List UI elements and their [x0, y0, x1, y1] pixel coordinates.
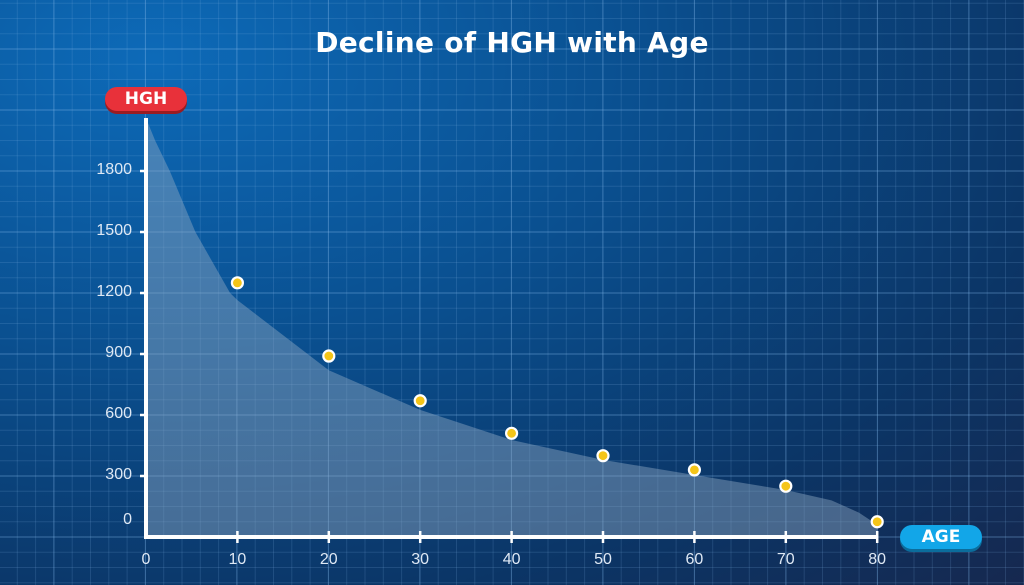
decline-area: [146, 118, 878, 537]
x-tick-label: 10: [228, 551, 247, 568]
data-point: [413, 394, 427, 408]
x-tick-label: 20: [319, 551, 338, 568]
y-tick-label: 1500: [96, 222, 132, 239]
y-tick-label: 600: [105, 405, 132, 422]
data-point: [687, 463, 702, 477]
x-tick-label: 60: [685, 551, 704, 568]
y-tick-label: 1200: [96, 283, 132, 300]
y-tick-label: 0: [123, 511, 132, 528]
data-point: [505, 426, 519, 440]
x-axis-label: AGE: [900, 525, 982, 549]
y-tick-label: 300: [105, 466, 132, 483]
x-tick-label: 30: [411, 551, 430, 568]
data-point: [230, 276, 244, 290]
data-point: [596, 449, 610, 463]
x-tick-label: 80: [868, 551, 887, 568]
data-point: [870, 515, 884, 529]
x-tick-label: 40: [502, 551, 521, 568]
x-tick-label: 70: [776, 551, 795, 568]
data-point: [779, 479, 793, 493]
y-axis-label: HGH: [105, 87, 187, 111]
chart-title: Decline of HGH with Age: [315, 26, 709, 59]
x-tick-label: 0: [141, 551, 151, 568]
x-tick-label: 50: [594, 551, 612, 568]
data-point: [322, 349, 336, 363]
y-tick-label: 900: [105, 344, 132, 361]
y-tick-label: 1800: [96, 161, 132, 178]
